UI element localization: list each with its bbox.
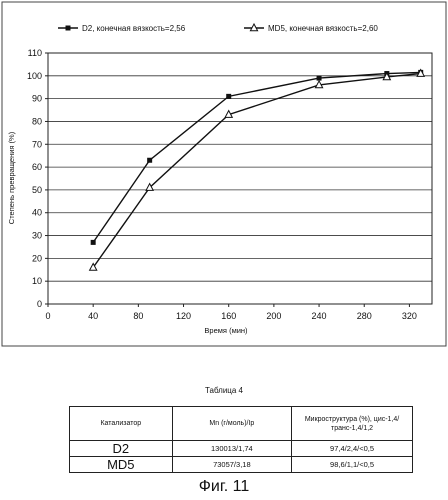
x-axis-ticks: 0 40 80 120 160 200 240 280 320: [45, 304, 416, 321]
y-tick-label: 50: [32, 185, 42, 195]
figure-caption: Фиг. 11: [0, 478, 448, 496]
table-row: MD5 73057/3,18 98,6/1,1/<0,5: [70, 457, 413, 473]
x-tick-label: 280: [357, 311, 372, 321]
y-tick-label: 80: [32, 116, 42, 126]
legend: D2, конечная вязкость=2,56 MD5, конечная …: [58, 24, 378, 33]
x-tick-label: 80: [133, 311, 143, 321]
y-tick-label: 40: [32, 208, 42, 218]
y-tick-label: 10: [32, 276, 42, 286]
x-tick-label: 0: [45, 311, 50, 321]
x-tick-label: 200: [266, 311, 281, 321]
catalyst-table: Катализатор Mn (г/моль)/Ip Микроструктур…: [69, 406, 413, 473]
x-tick-label: 160: [221, 311, 236, 321]
y-axis-title: Степень превращения (%): [7, 131, 16, 224]
gridlines: [48, 53, 432, 304]
conversion-chart: 0 10 20 30 40 50 60 70 80 90 100 110 0 40 80 120 160 200…: [0, 0, 448, 360]
y-tick-label: 110: [28, 48, 42, 58]
x-tick-label: 40: [88, 311, 98, 321]
table-row: D2 130013/1,74 97,4/2,4/<0,5: [70, 441, 413, 457]
table-cell-mn: 73057/3,18: [172, 457, 292, 473]
y-tick-label: 30: [32, 231, 42, 241]
table-header-cell: Микроструктура (%), цис-1,4/транс-1,4/1,…: [292, 407, 413, 441]
table-cell-catalyst: D2: [70, 441, 173, 457]
table-header-row: Катализатор Mn (г/моль)/Ip Микроструктур…: [70, 407, 413, 441]
table-header-cell: Катализатор: [70, 407, 173, 441]
series-line-d2: [93, 72, 421, 242]
series-lines: [90, 70, 425, 271]
y-tick-label: 60: [32, 162, 42, 172]
table-header-microstructure: Микроструктура (%), цис-1,4/транс-1,4/1,…: [304, 415, 400, 433]
x-tick-label: 120: [176, 311, 191, 321]
table-cell-mn: 130013/1,74: [172, 441, 292, 457]
square-marker: [66, 26, 71, 31]
y-tick-label: 90: [32, 94, 42, 104]
table-cell-microstructure: 98,6/1,1/<0,5: [292, 457, 413, 473]
table-caption: Таблица 4: [0, 386, 448, 395]
legend-label: MD5, конечная вязкость=2,60: [268, 24, 378, 33]
y-tick-label: 0: [37, 299, 42, 309]
square-marker: [147, 158, 152, 163]
square-marker: [91, 240, 96, 245]
y-tick-label: 100: [27, 71, 42, 81]
square-marker: [226, 94, 231, 99]
chart-frame: [2, 2, 446, 346]
y-tick-label: 70: [32, 139, 42, 149]
y-tick-label: 20: [32, 253, 42, 263]
table-cell-catalyst: MD5: [70, 457, 173, 473]
legend-label: D2, конечная вязкость=2,56: [82, 24, 186, 33]
y-axis-ticks: 0 10 20 30 40 50 60 70 80 90 100 110: [27, 48, 48, 309]
x-tick-label: 240: [312, 311, 327, 321]
x-axis-title: Время (мин): [204, 326, 248, 335]
plot-area: [48, 53, 432, 304]
table-cell-microstructure: 97,4/2,4/<0,5: [292, 441, 413, 457]
x-tick-label: 320: [402, 311, 417, 321]
square-marker: [317, 76, 322, 81]
table-header-cell: Mn (г/моль)/Ip: [172, 407, 292, 441]
